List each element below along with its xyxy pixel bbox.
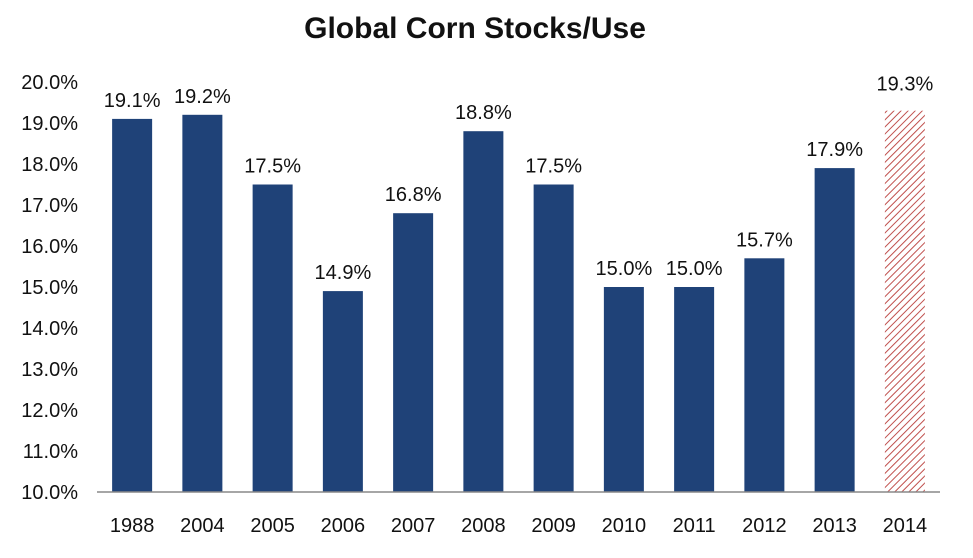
bar <box>322 291 363 492</box>
data-label: 19.3% <box>877 74 934 96</box>
data-label: 18.8% <box>455 102 512 124</box>
bar <box>182 114 223 493</box>
bars-group: 19.1% 19.2% 17.5% 14.9% 16.8% 18.8% 17.5% 15.0%… <box>104 74 934 493</box>
y-axis: 10.0% 11.0% 12.0% 13.0% 14.0% 15.0% 16.0% 17.0%… <box>21 72 78 504</box>
x-tick-label: 2009 <box>531 515 576 537</box>
y-tick-label: 16.0% <box>21 236 78 258</box>
bar-projected <box>884 110 925 492</box>
data-label: 15.7% <box>736 229 793 251</box>
bar <box>814 168 855 492</box>
bar <box>533 184 574 492</box>
y-tick-label: 11.0% <box>23 441 78 463</box>
bar <box>393 213 434 492</box>
data-label: 14.9% <box>315 262 372 284</box>
x-tick-label: 2013 <box>812 515 857 537</box>
y-tick-label: 10.0% <box>21 482 78 504</box>
bar <box>744 258 785 492</box>
bar <box>252 184 293 492</box>
x-tick-label: 2014 <box>883 515 928 537</box>
y-tick-label: 17.0% <box>21 195 78 217</box>
x-tick-label: 1988 <box>110 515 155 537</box>
x-tick-label: 2005 <box>250 515 295 537</box>
x-tick-label: 2006 <box>321 515 366 537</box>
data-label: 17.5% <box>244 156 301 178</box>
x-axis: 1988 2004 2005 2006 2007 2008 2009 2010 2011 2012… <box>97 491 940 537</box>
bar <box>112 118 153 493</box>
x-tick-label: 2012 <box>742 515 787 537</box>
data-label: 16.8% <box>385 184 442 206</box>
y-tick-label: 18.0% <box>21 154 78 176</box>
bar <box>603 287 644 492</box>
x-tick-label: 2010 <box>602 515 647 537</box>
y-tick-label: 19.0% <box>21 113 78 135</box>
chart-title: Global Corn Stocks/Use <box>304 12 646 45</box>
y-tick-label: 13.0% <box>21 359 78 381</box>
y-tick-label: 12.0% <box>21 400 78 422</box>
y-tick-label: 15.0% <box>21 277 78 299</box>
data-label: 17.5% <box>525 156 582 178</box>
y-tick-label: 20.0% <box>21 72 78 94</box>
x-tick-label: 2011 <box>673 515 716 537</box>
x-tick-label: 2007 <box>391 515 436 537</box>
data-label: 17.9% <box>806 139 863 161</box>
data-label: 19.1% <box>104 90 161 112</box>
data-label: 15.0% <box>666 258 723 280</box>
bar <box>674 287 715 492</box>
data-label: 15.0% <box>596 258 653 280</box>
x-tick-label: 2004 <box>180 515 225 537</box>
x-tick-label: 2008 <box>461 515 506 537</box>
data-label: 19.2% <box>174 86 231 108</box>
bar <box>463 131 504 492</box>
y-tick-label: 14.0% <box>21 318 78 340</box>
